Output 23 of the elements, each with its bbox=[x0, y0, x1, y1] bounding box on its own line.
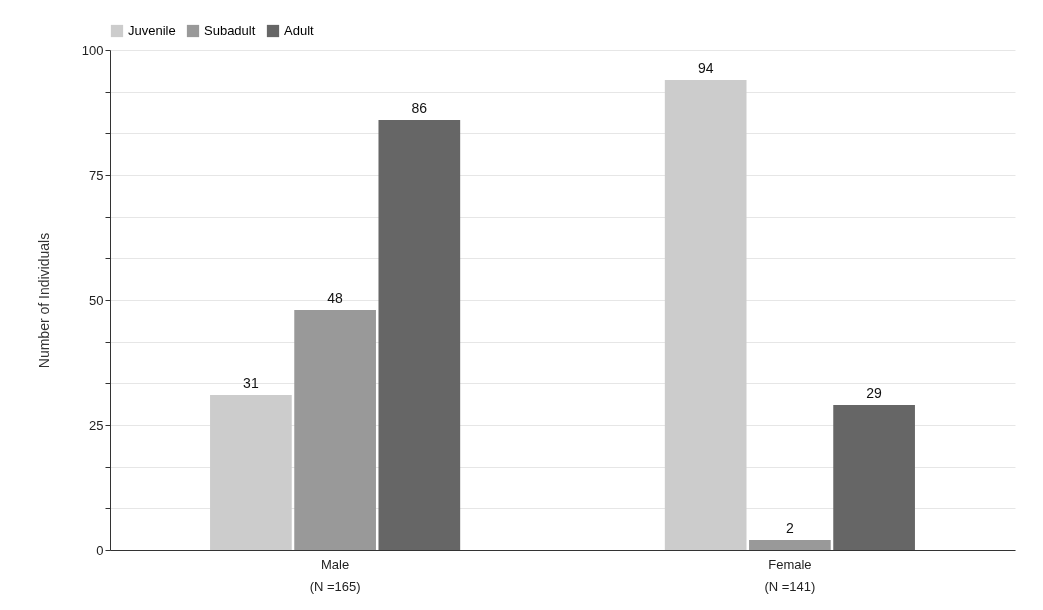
data-label: 31 bbox=[243, 375, 259, 391]
data-label: 2 bbox=[785, 520, 794, 536]
bar bbox=[833, 405, 915, 550]
y-tick-label: 50 bbox=[89, 292, 104, 308]
legend-label: Adult bbox=[284, 23, 315, 38]
data-label: 29 bbox=[866, 385, 883, 401]
bar bbox=[210, 395, 292, 550]
y-tick-label: 25 bbox=[89, 417, 104, 433]
legend-label: Subadult bbox=[204, 23, 256, 38]
data-label: 94 bbox=[697, 60, 714, 76]
y-axis-title: Number of Individuals bbox=[35, 232, 52, 369]
y-tick-label: 75 bbox=[89, 167, 104, 183]
bar bbox=[378, 120, 461, 550]
bar bbox=[294, 310, 376, 550]
bar bbox=[749, 540, 831, 550]
x-tick-label: Male (N =165) bbox=[309, 556, 361, 594]
legend-label: Juvenile bbox=[128, 23, 176, 38]
data-label: 86 bbox=[411, 100, 428, 116]
y-tick-label: 100 bbox=[81, 42, 104, 58]
data-label: 48 bbox=[327, 290, 344, 306]
bar bbox=[664, 80, 747, 550]
x-tick-label: Female (N =141) bbox=[764, 556, 816, 594]
y-tick-label: 0 bbox=[96, 542, 104, 558]
